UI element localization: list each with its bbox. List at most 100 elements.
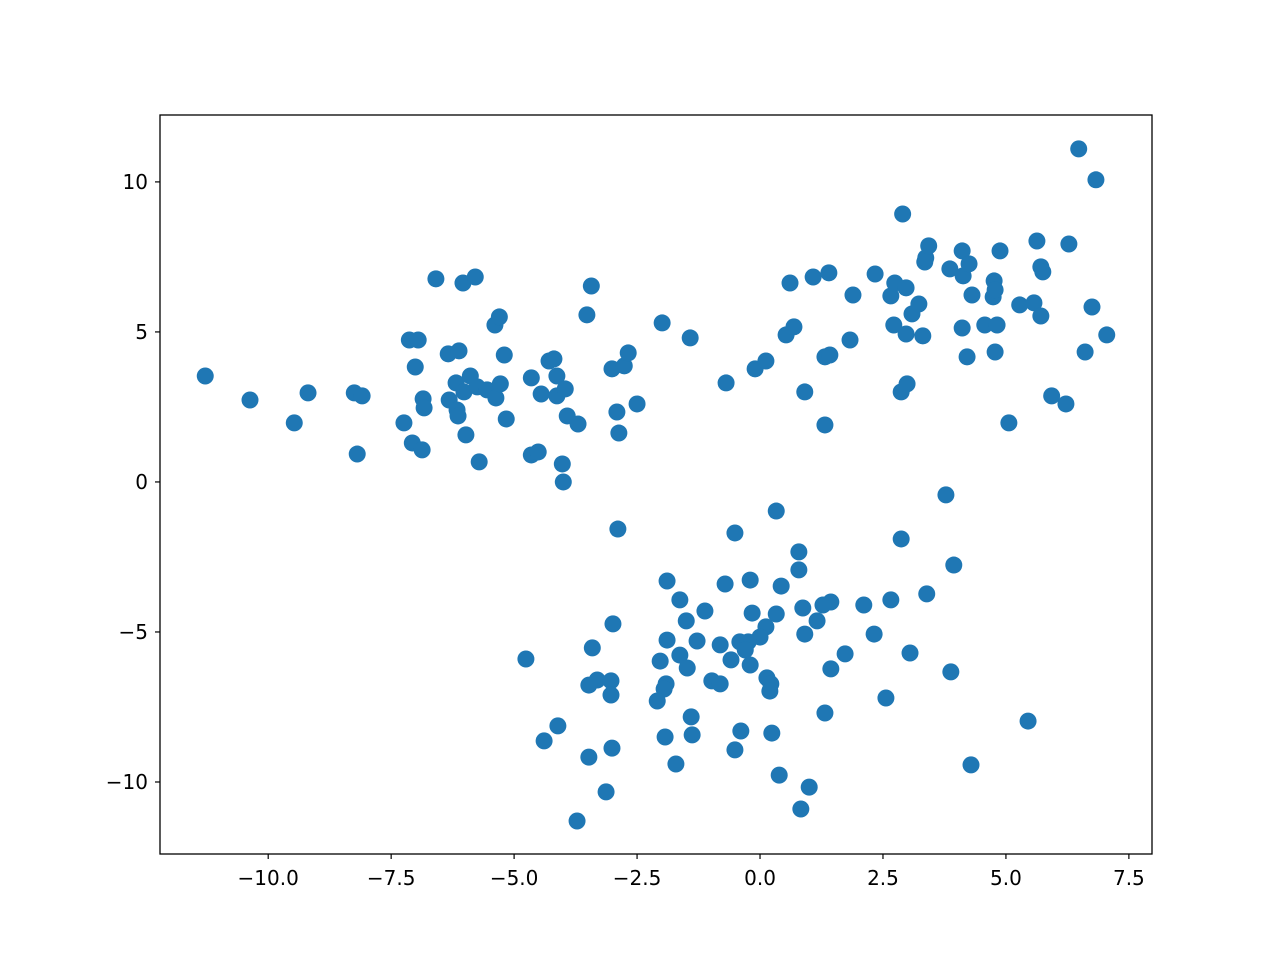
data-point bbox=[942, 663, 960, 681]
data-point bbox=[427, 270, 445, 288]
data-point bbox=[583, 639, 601, 657]
data-point bbox=[814, 596, 832, 614]
data-point bbox=[986, 343, 1004, 361]
data-point bbox=[920, 237, 938, 255]
data-point bbox=[841, 331, 859, 349]
data-point bbox=[986, 281, 1004, 299]
data-point bbox=[918, 585, 936, 603]
data-point bbox=[1057, 395, 1075, 413]
data-point bbox=[413, 441, 431, 459]
data-point bbox=[960, 255, 978, 273]
data-point bbox=[535, 732, 553, 750]
data-point bbox=[914, 327, 932, 345]
data-point bbox=[741, 571, 759, 589]
data-point bbox=[991, 242, 1009, 260]
data-point bbox=[792, 800, 810, 818]
data-point bbox=[619, 344, 637, 362]
data-point bbox=[726, 524, 744, 542]
data-point bbox=[457, 426, 475, 444]
data-point bbox=[609, 520, 627, 538]
data-point bbox=[1028, 232, 1046, 250]
data-point bbox=[898, 375, 916, 393]
y-tick-label: 5 bbox=[135, 320, 148, 344]
data-point bbox=[722, 651, 740, 669]
data-point bbox=[353, 387, 371, 405]
data-point bbox=[285, 414, 303, 432]
data-point bbox=[569, 415, 587, 433]
data-point bbox=[767, 502, 785, 520]
data-point bbox=[580, 748, 598, 766]
data-point bbox=[1032, 307, 1050, 325]
data-point bbox=[882, 591, 900, 609]
data-point bbox=[844, 286, 862, 304]
data-point bbox=[937, 486, 955, 504]
data-point bbox=[406, 358, 424, 376]
data-point bbox=[953, 319, 971, 337]
data-point bbox=[1025, 294, 1043, 312]
data-point bbox=[466, 268, 484, 286]
data-point bbox=[1083, 298, 1101, 316]
data-point bbox=[816, 416, 834, 434]
data-point bbox=[808, 612, 826, 630]
y-axis: −10 −5 0 5 10 bbox=[106, 170, 160, 794]
data-point bbox=[877, 689, 895, 707]
data-point bbox=[529, 443, 547, 461]
data-point bbox=[820, 264, 838, 282]
data-point bbox=[553, 455, 571, 473]
data-point bbox=[865, 625, 883, 643]
data-point bbox=[866, 265, 884, 283]
data-point bbox=[941, 260, 959, 278]
data-point bbox=[677, 612, 695, 630]
data-point bbox=[1087, 171, 1105, 189]
data-point bbox=[726, 741, 744, 759]
data-point bbox=[976, 316, 994, 334]
data-point bbox=[958, 348, 976, 366]
data-point bbox=[772, 577, 790, 595]
data-point bbox=[741, 656, 759, 674]
data-point bbox=[682, 708, 700, 726]
data-point bbox=[602, 672, 620, 690]
x-axis: −10.0 −7.5 −5.0 −2.5 0.0 2.5 5.0 7.5 bbox=[238, 854, 1145, 890]
data-point bbox=[517, 650, 535, 668]
data-point bbox=[580, 676, 598, 694]
data-point bbox=[487, 389, 505, 407]
data-point bbox=[522, 369, 540, 387]
data-point bbox=[602, 686, 620, 704]
data-point bbox=[545, 350, 563, 368]
data-point bbox=[794, 599, 812, 617]
data-point bbox=[409, 331, 427, 349]
data-point bbox=[415, 399, 433, 417]
data-point bbox=[449, 407, 467, 425]
data-point bbox=[763, 724, 781, 742]
data-point bbox=[455, 383, 473, 401]
data-point bbox=[988, 316, 1006, 334]
data-point bbox=[761, 682, 779, 700]
data-point bbox=[671, 646, 689, 664]
data-point bbox=[548, 367, 566, 385]
data-point bbox=[556, 380, 574, 398]
data-point bbox=[450, 342, 468, 360]
data-point bbox=[1076, 343, 1094, 361]
data-point bbox=[608, 403, 626, 421]
points-layer bbox=[196, 140, 1116, 830]
data-point bbox=[348, 445, 366, 463]
data-point bbox=[757, 352, 775, 370]
data-point bbox=[732, 722, 750, 740]
data-point bbox=[653, 314, 671, 332]
data-point bbox=[628, 395, 646, 413]
data-point bbox=[945, 556, 963, 574]
data-point bbox=[532, 385, 550, 403]
data-point bbox=[1011, 296, 1029, 314]
data-point bbox=[688, 632, 706, 650]
data-point bbox=[882, 287, 900, 305]
data-point bbox=[490, 308, 508, 326]
data-point bbox=[781, 274, 799, 292]
data-point bbox=[497, 410, 515, 428]
data-point bbox=[578, 306, 596, 324]
data-point bbox=[648, 692, 666, 710]
data-point bbox=[962, 756, 980, 774]
data-point bbox=[790, 561, 808, 579]
data-point bbox=[953, 242, 971, 260]
data-point bbox=[711, 675, 729, 693]
x-tick-label: 7.5 bbox=[1113, 866, 1145, 890]
